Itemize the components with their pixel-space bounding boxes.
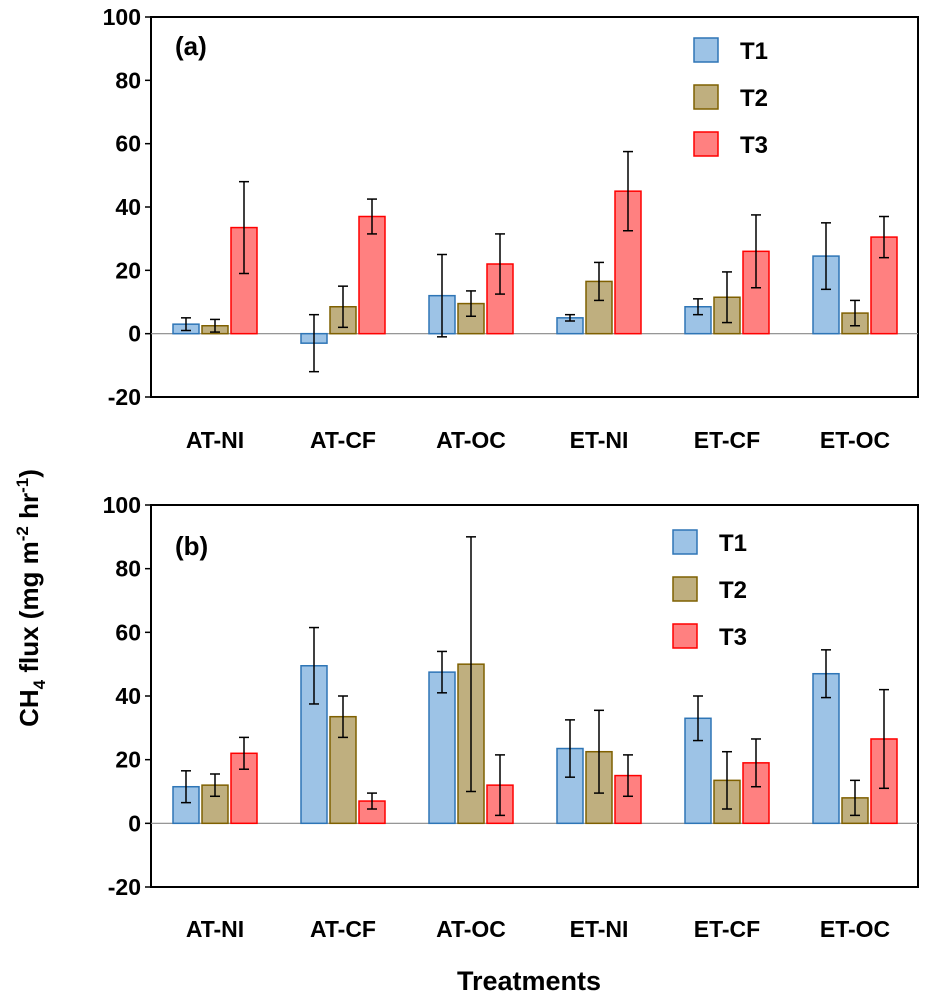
- x-tick-label: AT-CF: [310, 916, 376, 942]
- legend-swatch-t2: [672, 576, 698, 602]
- y-tick-label: 40: [115, 683, 141, 709]
- y-tick-label: 20: [115, 257, 141, 283]
- x-tick-label: ET-OC: [820, 916, 890, 942]
- x-tick-label: ET-OC: [820, 427, 890, 453]
- bar-t1: [812, 672, 840, 825]
- x-tick-label: ET-CF: [694, 427, 760, 453]
- y-axis-label-sub: 4: [30, 679, 49, 689]
- legend-label-t3: T3: [719, 624, 747, 651]
- panel-b: 100 80 60 40 20 0 -20 AT-NI AT-CF AT-OC ET-NI ET-CF…: [103, 492, 919, 942]
- x-tick-label: AT-NI: [186, 916, 244, 942]
- x-tick-label: AT-OC: [436, 427, 506, 453]
- x-axis-label: Treatments: [457, 966, 601, 996]
- y-axis-label-main: CH: [14, 689, 44, 727]
- y-axis-label-sup2: -1: [13, 478, 32, 493]
- y-tick-label: 80: [115, 556, 141, 582]
- legend-swatch-t3: [693, 131, 719, 157]
- y-tick-label: 80: [115, 67, 141, 93]
- y-tick-label: 40: [115, 194, 141, 220]
- bar-t3: [358, 215, 386, 335]
- bar-t1: [428, 671, 456, 825]
- panel-a: 100 80 60 40 20 0 -20 AT-NI AT-CF AT-OC ET-NI ET-CF…: [103, 4, 919, 453]
- y-axis-label-rest: flux (mg m: [14, 541, 44, 680]
- bar-t2: [585, 280, 613, 335]
- plot-frame: [150, 16, 919, 398]
- y-tick-label: 100: [103, 4, 141, 30]
- x-tick-label: ET-NI: [570, 427, 629, 453]
- legend-label-t2: T2: [719, 577, 747, 604]
- legend-label-t1: T1: [719, 530, 747, 557]
- x-tick-label: ET-CF: [694, 916, 760, 942]
- y-tick-label: 60: [115, 131, 141, 157]
- legend-swatch-t2: [693, 84, 719, 110]
- legend-swatch-t1: [672, 529, 698, 555]
- y-tick-label: 20: [115, 747, 141, 773]
- bar-t1: [684, 717, 712, 825]
- legend-swatch-t3: [672, 623, 698, 649]
- bar-t2: [585, 750, 613, 825]
- y-tick-label: 0: [128, 321, 141, 347]
- legend-label-t3: T3: [740, 132, 768, 159]
- plot-frame: [150, 504, 919, 888]
- y-tick-label: -20: [108, 384, 141, 410]
- x-tick-label: AT-CF: [310, 427, 376, 453]
- legend-swatch-t1: [693, 37, 719, 63]
- y-tick-label: -20: [108, 874, 141, 900]
- y-tick-label: 60: [115, 619, 141, 645]
- y-axis-label-sup1: -2: [13, 526, 32, 541]
- y-tick-label: 0: [128, 810, 141, 836]
- y-axis-label-mid: hr: [14, 493, 44, 526]
- x-tick-label: AT-NI: [186, 427, 244, 453]
- y-axis-label: CH4 flux (mg m-2 hr-1): [13, 469, 49, 727]
- panel-label: (b): [175, 531, 208, 561]
- legend-label-t1: T1: [740, 38, 768, 65]
- panel-label: (a): [175, 31, 207, 61]
- x-tick-label: AT-OC: [436, 916, 506, 942]
- y-tick-label: 100: [103, 492, 141, 518]
- x-tick-label: ET-NI: [570, 916, 629, 942]
- legend-label-t2: T2: [740, 85, 768, 112]
- bar-t1: [684, 306, 712, 335]
- y-axis-label-end: ): [14, 469, 44, 478]
